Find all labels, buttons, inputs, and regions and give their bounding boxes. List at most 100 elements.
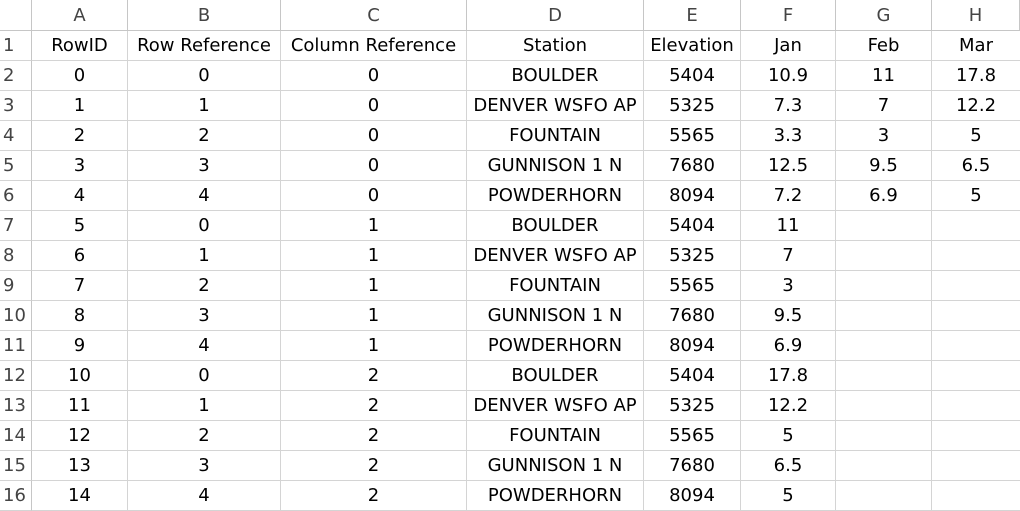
cell-a[interactable]: 7 <box>32 271 128 301</box>
column-header-h[interactable]: H <box>932 0 1020 31</box>
row-header[interactable]: 9 <box>0 271 32 301</box>
row-header[interactable]: 7 <box>0 211 32 241</box>
cell-a[interactable]: 2 <box>32 121 128 151</box>
cell-f[interactable]: 5 <box>741 421 836 451</box>
cell-c[interactable]: 0 <box>281 91 467 121</box>
cell-h[interactable] <box>932 271 1020 301</box>
cell-d[interactable]: POWDERHORN <box>467 181 644 211</box>
cell-a[interactable]: 10 <box>32 361 128 391</box>
cell-b[interactable]: 0 <box>128 61 281 91</box>
cell-h[interactable] <box>932 361 1020 391</box>
cell-a[interactable]: 1 <box>32 91 128 121</box>
cell-a[interactable]: 8 <box>32 301 128 331</box>
cell-e[interactable]: 7680 <box>644 151 741 181</box>
column-header-g[interactable]: G <box>836 0 932 31</box>
cell-g[interactable] <box>836 421 932 451</box>
column-header-a[interactable]: A <box>32 0 128 31</box>
cell-f[interactable]: 12.5 <box>741 151 836 181</box>
cell-h[interactable] <box>932 211 1020 241</box>
cell-f[interactable]: 3 <box>741 271 836 301</box>
cell-c[interactable]: 1 <box>281 241 467 271</box>
cell-b[interactable]: 3 <box>128 301 281 331</box>
cell-b[interactable]: 4 <box>128 331 281 361</box>
cell-a[interactable]: 12 <box>32 421 128 451</box>
cell-b[interactable]: 0 <box>128 361 281 391</box>
cell-f[interactable]: 7.2 <box>741 181 836 211</box>
cell-f[interactable]: 6.9 <box>741 331 836 361</box>
cell-e[interactable]: 8094 <box>644 481 741 511</box>
cell-b[interactable]: 3 <box>128 451 281 481</box>
cell-a[interactable]: 9 <box>32 331 128 361</box>
cell-c[interactable]: 2 <box>281 481 467 511</box>
cell-e[interactable]: 5325 <box>644 91 741 121</box>
column-header-c[interactable]: C <box>281 0 467 31</box>
cell-d[interactable]: POWDERHORN <box>467 331 644 361</box>
cell-e[interactable]: 5565 <box>644 121 741 151</box>
column-header-f[interactable]: F <box>741 0 836 31</box>
cell-a[interactable]: 0 <box>32 61 128 91</box>
cell-g[interactable] <box>836 331 932 361</box>
cell-d[interactable]: GUNNISON 1 N <box>467 151 644 181</box>
cell-g[interactable]: Feb <box>836 31 932 61</box>
cell-d[interactable]: FOUNTAIN <box>467 121 644 151</box>
cell-c[interactable]: 0 <box>281 61 467 91</box>
cell-c[interactable]: 2 <box>281 361 467 391</box>
cell-d[interactable]: BOULDER <box>467 61 644 91</box>
cell-g[interactable] <box>836 301 932 331</box>
row-header[interactable]: 3 <box>0 91 32 121</box>
cell-g[interactable] <box>836 211 932 241</box>
cell-f[interactable]: 11 <box>741 211 836 241</box>
cell-g[interactable]: 6.9 <box>836 181 932 211</box>
cell-d[interactable]: GUNNISON 1 N <box>467 451 644 481</box>
cell-c[interactable]: 0 <box>281 121 467 151</box>
cell-e[interactable]: 5325 <box>644 241 741 271</box>
cell-a[interactable]: 6 <box>32 241 128 271</box>
cell-c[interactable]: 1 <box>281 301 467 331</box>
cell-f[interactable]: 6.5 <box>741 451 836 481</box>
row-header[interactable]: 8 <box>0 241 32 271</box>
row-header[interactable]: 2 <box>0 61 32 91</box>
cell-d[interactable]: DENVER WSFO AP <box>467 391 644 421</box>
cell-g[interactable]: 3 <box>836 121 932 151</box>
cell-f[interactable]: 10.9 <box>741 61 836 91</box>
cell-f[interactable]: 17.8 <box>741 361 836 391</box>
cell-c[interactable]: 1 <box>281 271 467 301</box>
row-header[interactable]: 15 <box>0 451 32 481</box>
cell-g[interactable] <box>836 241 932 271</box>
cell-h[interactable]: 12.2 <box>932 91 1020 121</box>
cell-c[interactable]: 0 <box>281 181 467 211</box>
cell-h[interactable]: 5 <box>932 181 1020 211</box>
cell-h[interactable] <box>932 391 1020 421</box>
column-header-b[interactable]: B <box>128 0 281 31</box>
cell-b[interactable]: Row Reference <box>128 31 281 61</box>
cell-c[interactable]: Column Reference <box>281 31 467 61</box>
cell-a[interactable]: 14 <box>32 481 128 511</box>
cell-d[interactable]: BOULDER <box>467 211 644 241</box>
cell-c[interactable]: 1 <box>281 331 467 361</box>
row-header[interactable]: 16 <box>0 481 32 511</box>
cell-h[interactable] <box>932 241 1020 271</box>
cell-f[interactable]: 7.3 <box>741 91 836 121</box>
cell-d[interactable]: DENVER WSFO AP <box>467 91 644 121</box>
cell-b[interactable]: 4 <box>128 181 281 211</box>
cell-f[interactable]: 7 <box>741 241 836 271</box>
cell-h[interactable]: Mar <box>932 31 1020 61</box>
cell-e[interactable]: 5404 <box>644 211 741 241</box>
row-header[interactable]: 14 <box>0 421 32 451</box>
cell-e[interactable]: 7680 <box>644 301 741 331</box>
cell-h[interactable] <box>932 451 1020 481</box>
cell-h[interactable] <box>932 301 1020 331</box>
cell-a[interactable]: RowID <box>32 31 128 61</box>
cell-g[interactable]: 11 <box>836 61 932 91</box>
cell-d[interactable]: FOUNTAIN <box>467 421 644 451</box>
row-header[interactable]: 13 <box>0 391 32 421</box>
cell-g[interactable] <box>836 481 932 511</box>
cell-f[interactable]: 12.2 <box>741 391 836 421</box>
cell-c[interactable]: 2 <box>281 391 467 421</box>
cell-f[interactable]: 5 <box>741 481 836 511</box>
cell-e[interactable]: 7680 <box>644 451 741 481</box>
cell-d[interactable]: FOUNTAIN <box>467 271 644 301</box>
cell-g[interactable] <box>836 271 932 301</box>
cell-c[interactable]: 2 <box>281 421 467 451</box>
cell-b[interactable]: 0 <box>128 211 281 241</box>
